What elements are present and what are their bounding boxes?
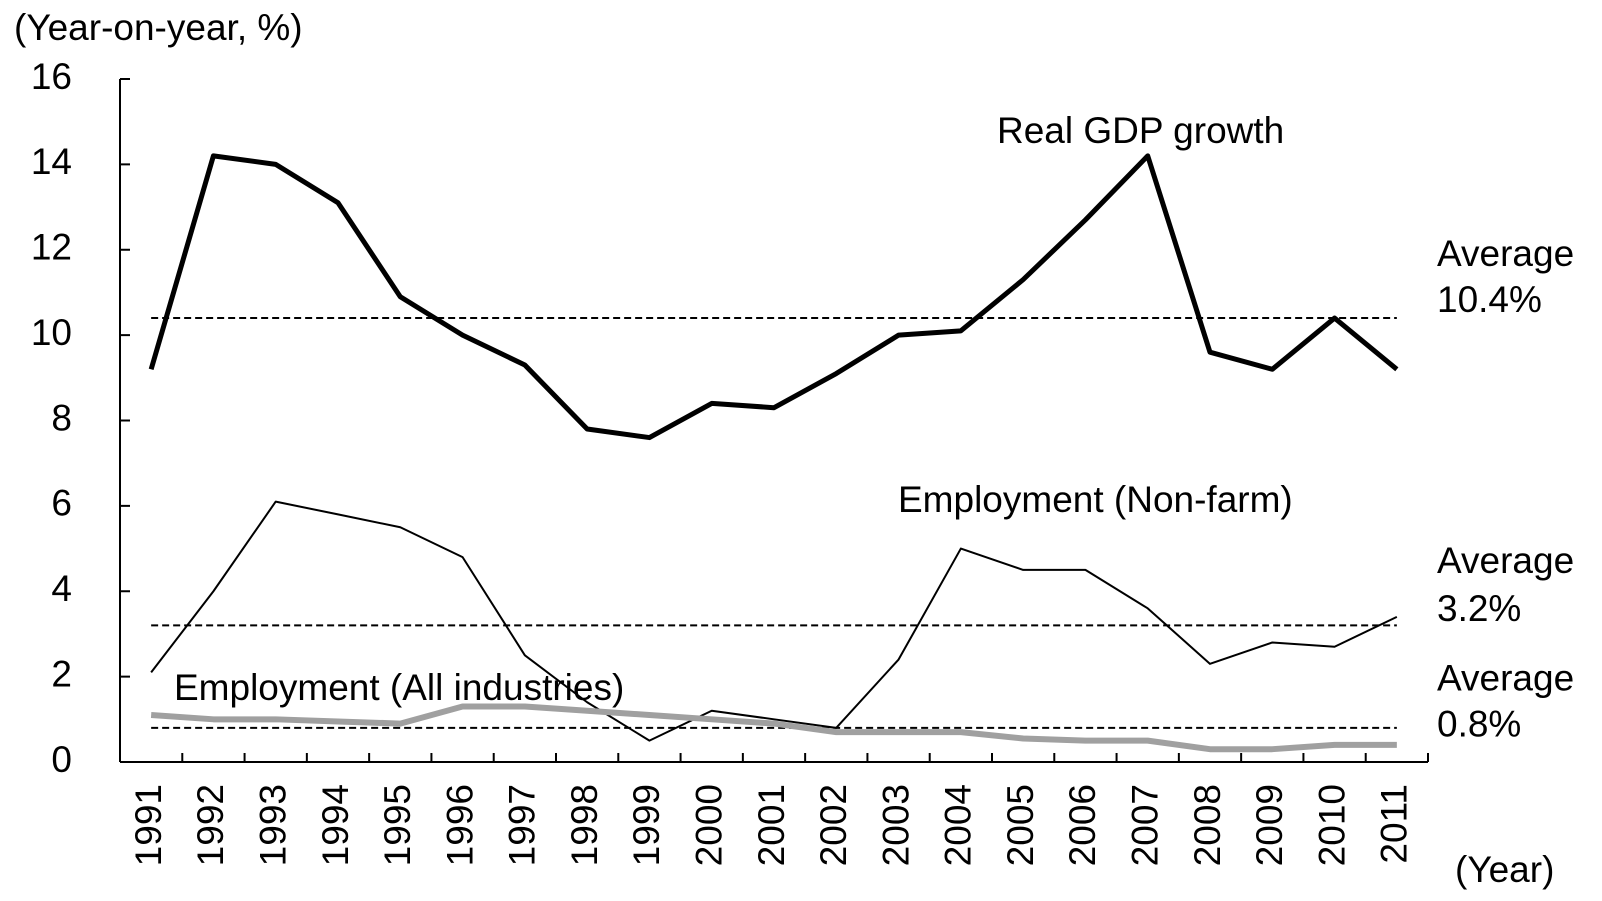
y-tick-label: 14 <box>31 141 72 182</box>
y-tick-label: 10 <box>31 312 72 353</box>
x-tick-label: 1993 <box>252 784 293 866</box>
x-tick-label: 2007 <box>1124 784 1165 866</box>
x-tick-label: 2003 <box>875 784 916 866</box>
average-label: Average <box>1437 233 1574 274</box>
x-tick-label: 1999 <box>626 784 667 866</box>
x-tick-label: 2010 <box>1311 784 1352 866</box>
x-tick-label: 1992 <box>190 784 231 866</box>
y-tick-label: 0 <box>51 739 72 780</box>
x-tick-label: 1997 <box>502 784 543 866</box>
x-tick-label: 1995 <box>377 784 418 866</box>
y-tick-label: 16 <box>31 56 72 97</box>
x-tick-label: 1991 <box>128 784 169 866</box>
series-line <box>150 500 1398 742</box>
y-tick-label: 8 <box>51 397 72 438</box>
average-value: 10.4% <box>1437 279 1542 320</box>
x-tick-label: 2000 <box>688 784 729 866</box>
x-tick-label: 2011 <box>1374 784 1415 864</box>
y-axis-label: (Year-on-year, %) <box>14 7 303 48</box>
x-tick-label: 2008 <box>1187 784 1228 866</box>
y-tick-label: 2 <box>51 653 72 694</box>
x-tick-label: 2005 <box>1000 784 1041 866</box>
series-label: Real GDP growth <box>997 110 1284 151</box>
average-value: 3.2% <box>1437 588 1521 629</box>
x-tick-label: 2009 <box>1249 784 1290 866</box>
average-label: Average <box>1437 540 1574 581</box>
series-line <box>150 703 1397 753</box>
x-tick-label: 2001 <box>751 784 792 866</box>
y-tick-label: 6 <box>51 483 72 524</box>
series-line <box>148 153 1399 441</box>
x-tick-label: 1996 <box>439 784 480 866</box>
series-label: Employment (Non-farm) <box>898 479 1293 520</box>
x-tick-label: 1994 <box>315 784 356 866</box>
x-tick-label: 1998 <box>564 784 605 866</box>
x-tick-label: 2004 <box>938 784 979 866</box>
series-label: Employment (All industries) <box>174 667 624 708</box>
x-tick-label: 2002 <box>813 784 854 866</box>
average-value: 0.8% <box>1437 704 1521 745</box>
y-tick-label: 4 <box>51 568 72 609</box>
x-tick-label: 2006 <box>1062 784 1103 866</box>
y-tick-label: 12 <box>31 227 72 268</box>
average-label: Average <box>1437 658 1574 699</box>
x-axis-label: (Year) <box>1455 849 1554 890</box>
